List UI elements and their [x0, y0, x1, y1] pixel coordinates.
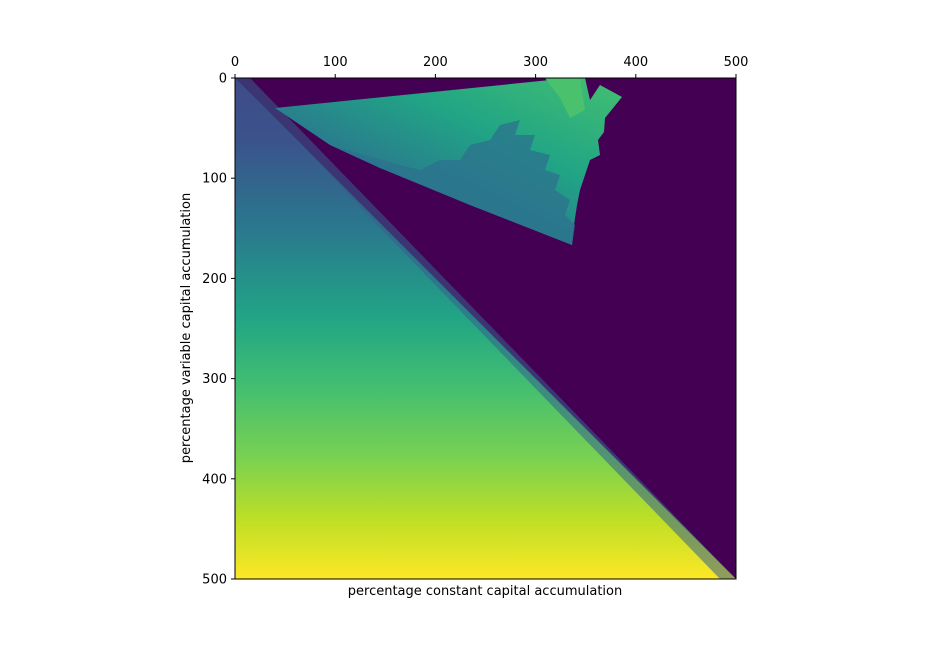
y-tick-label: 0	[219, 72, 227, 87]
x-axis-ticks: 0 100 200 300 400 500	[231, 55, 749, 78]
wedge-sawtooth-edge	[330, 120, 575, 245]
wedge-green-tip	[545, 78, 585, 118]
plot-area	[235, 78, 736, 579]
y-tick-label: 100	[202, 172, 227, 187]
y-tick-label: 300	[202, 372, 227, 387]
y-tick-label: 400	[202, 472, 227, 487]
x-tick-label: 500	[724, 55, 749, 70]
y-axis-label: percentage variable capital accumulation	[179, 193, 194, 463]
x-tick-label: 100	[323, 55, 348, 70]
y-tick-label: 200	[202, 272, 227, 287]
x-axis-label: percentage constant capital accumulation	[348, 584, 622, 599]
x-tick-label: 0	[231, 55, 239, 70]
x-tick-label: 200	[423, 55, 448, 70]
diagonal-edge-band	[235, 78, 736, 579]
x-tick-label: 300	[523, 55, 548, 70]
y-tick-label: 500	[202, 573, 227, 588]
y-axis-ticks: 0 100 200 300 400 500	[202, 72, 235, 588]
x-tick-label: 400	[623, 55, 648, 70]
plot-frame	[234, 77, 737, 580]
